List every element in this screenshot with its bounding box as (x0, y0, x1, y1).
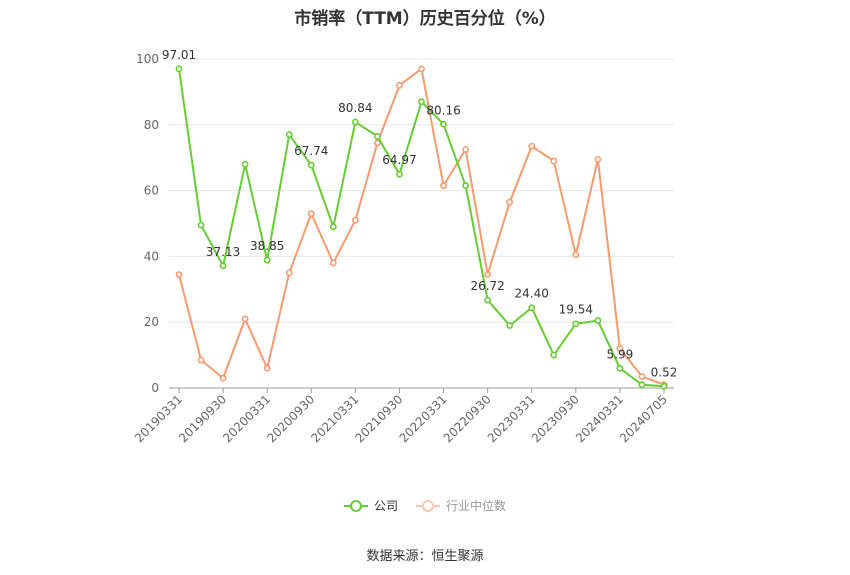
series-line-industry-median (178, 67, 665, 386)
chart-title: 市销率（TTM）历史百分位（%） (294, 9, 556, 29)
data-label: 37.13 (206, 245, 240, 259)
legend-marker-industry-median (416, 499, 440, 513)
data-point-company (197, 221, 205, 229)
y-tick-label: 80 (144, 118, 159, 132)
data-point-company (241, 160, 249, 168)
data-point-industry-median (506, 198, 514, 206)
data-label: 5.99 (607, 347, 634, 361)
data-point-industry-median (638, 373, 646, 380)
data-point-company (506, 322, 514, 329)
data-point-industry-median (594, 155, 602, 163)
data-point-company (374, 132, 381, 140)
data-point-company (307, 161, 315, 169)
legend: 公司 行业中位数 (0, 497, 850, 514)
data-point-industry-median (418, 65, 425, 73)
data-point-industry-median (285, 269, 293, 277)
data-point-company (550, 351, 558, 359)
data-label: 24.40 (515, 287, 549, 301)
data-point-industry-median (307, 210, 315, 218)
y-tick-label: 60 (144, 184, 159, 198)
data-point-company (285, 131, 293, 139)
data-point-company (175, 65, 183, 73)
data-labels: 97.01 37.13 38.85 67.74 80.84 64.97 80.16 26.72… (162, 48, 678, 379)
legend-item-industry-median[interactable]: 行业中位数 (416, 497, 506, 514)
legend-item-company[interactable]: 公司 (343, 497, 398, 514)
data-point-company (528, 304, 536, 312)
data-point-company (594, 317, 602, 324)
data-label: 97.01 (162, 48, 196, 62)
y-tick-label: 40 (144, 249, 159, 263)
data-point-company (329, 223, 337, 231)
data-point-industry-median (550, 157, 558, 165)
data-label: 80.16 (426, 103, 460, 117)
y-tick-label: 100 (136, 52, 159, 66)
data-point-industry-median (440, 182, 447, 190)
data-point-company (418, 98, 425, 106)
data-point-industry-median (197, 356, 205, 364)
y-tick-label: 0 (151, 381, 159, 395)
series (175, 65, 668, 390)
data-label: 64.97 (382, 153, 416, 167)
y-tick-label: 20 (144, 315, 159, 329)
data-point-company (396, 170, 403, 178)
data-point-industry-median (219, 374, 227, 382)
legend-label-industry-median: 行业中位数 (446, 499, 507, 513)
data-point-company (440, 120, 447, 128)
data-label: 67.74 (294, 144, 328, 158)
data-label: 26.72 (470, 279, 504, 293)
data-point-company (351, 118, 359, 126)
legend-label-company: 公司 (373, 499, 398, 513)
data-point-industry-median (329, 259, 337, 267)
data-point-company (484, 296, 492, 304)
data-point-industry-median (484, 271, 492, 278)
legend-marker-company (343, 499, 368, 513)
data-point-company (638, 381, 646, 389)
data-point-industry-median (462, 146, 469, 153)
data-point-company (572, 320, 580, 328)
data-point-company (219, 262, 227, 270)
data-point-industry-median (396, 81, 403, 89)
series-line-company (178, 68, 665, 388)
data-point-industry-median (528, 142, 536, 150)
data-point-company (462, 182, 469, 190)
data-point-industry-median (175, 271, 183, 278)
data-label: 38.85 (250, 239, 284, 253)
x-tick-label: 20240705 (617, 392, 670, 445)
data-point-industry-median (572, 251, 580, 259)
data-point-industry-median (241, 315, 249, 323)
data-point-industry-median (263, 364, 271, 372)
data-point-company (660, 382, 668, 390)
source-note: 数据来源：恒生聚源 (366, 549, 484, 564)
data-label: 80.84 (338, 101, 372, 115)
data-point-company (616, 364, 624, 372)
data-point-company (263, 256, 271, 264)
data-point-industry-median (616, 345, 624, 352)
data-point-industry-median (374, 139, 381, 147)
data-label: 0.52 (651, 365, 678, 379)
data-label: 19.54 (559, 303, 593, 317)
data-point-industry-median (351, 216, 359, 224)
